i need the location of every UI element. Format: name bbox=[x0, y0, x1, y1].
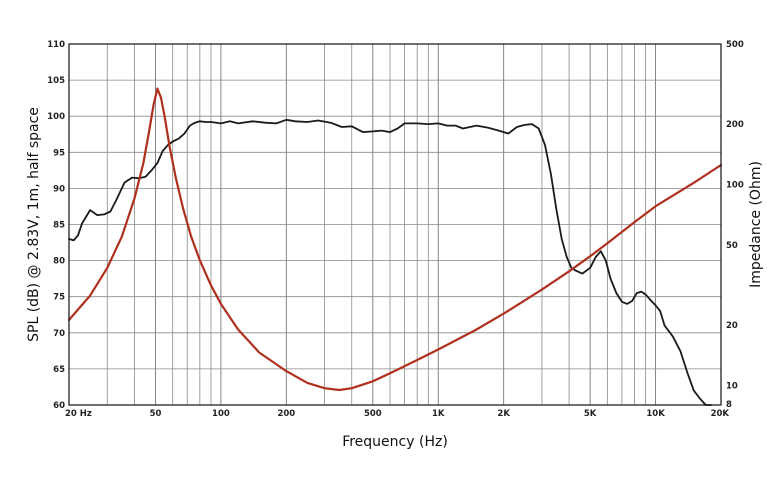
x-tick-label: 2K bbox=[497, 409, 510, 419]
left-tick-label: 95 bbox=[53, 148, 65, 158]
x-tick-label: 50 bbox=[150, 409, 162, 419]
right-tick-label: 10 bbox=[726, 382, 738, 392]
right-axis-ticks: 8 10 20 50 100 200 500 bbox=[726, 40, 744, 410]
x-tick-label: 500 bbox=[364, 409, 382, 419]
x-tick-label: 20 Hz bbox=[65, 409, 92, 419]
x-axis-ticks: 20 Hz 50 100 200 500 1K 2K 5K 10K 20K bbox=[65, 409, 729, 419]
x-tick-label: 1K bbox=[432, 409, 445, 419]
left-tick-label: 105 bbox=[47, 76, 65, 86]
left-tick-label: 70 bbox=[53, 329, 65, 339]
right-tick-label: 100 bbox=[726, 181, 744, 191]
x-tick-label: 10K bbox=[646, 409, 665, 419]
left-tick-label: 60 bbox=[53, 401, 65, 411]
left-tick-label: 90 bbox=[53, 184, 65, 194]
left-tick-label: 100 bbox=[47, 112, 65, 122]
x-tick-label: 5K bbox=[584, 409, 597, 419]
x-tick-label: 20K bbox=[711, 409, 730, 419]
right-tick-label: 50 bbox=[726, 241, 738, 251]
grid bbox=[69, 44, 721, 405]
curves bbox=[67, 87, 723, 406]
left-tick-label: 110 bbox=[47, 40, 65, 50]
left-tick-label: 65 bbox=[53, 365, 65, 375]
left-tick-label: 80 bbox=[53, 257, 65, 267]
right-tick-label: 200 bbox=[726, 120, 744, 130]
right-tick-label: 500 bbox=[726, 40, 744, 50]
plot-frame bbox=[68, 43, 722, 406]
left-tick-label: 75 bbox=[53, 293, 65, 303]
left-tick-label: 85 bbox=[53, 221, 65, 231]
left-axis-label: SPL (dB) @ 2.83V, 1m, half space bbox=[26, 107, 42, 342]
right-axis-label: Impedance (Ohm) bbox=[748, 161, 764, 288]
x-tick-label: 100 bbox=[212, 409, 230, 419]
right-tick-label: 20 bbox=[726, 321, 738, 331]
x-tick-label: 200 bbox=[277, 409, 295, 419]
impedance-curve bbox=[67, 87, 723, 392]
right-tick-label: 8 bbox=[726, 400, 732, 410]
spl-curve bbox=[68, 118, 712, 406]
x-axis-label: Frequency (Hz) bbox=[342, 434, 448, 450]
left-axis-ticks: 60 65 70 75 80 85 90 95 100 105 110 bbox=[47, 40, 65, 411]
